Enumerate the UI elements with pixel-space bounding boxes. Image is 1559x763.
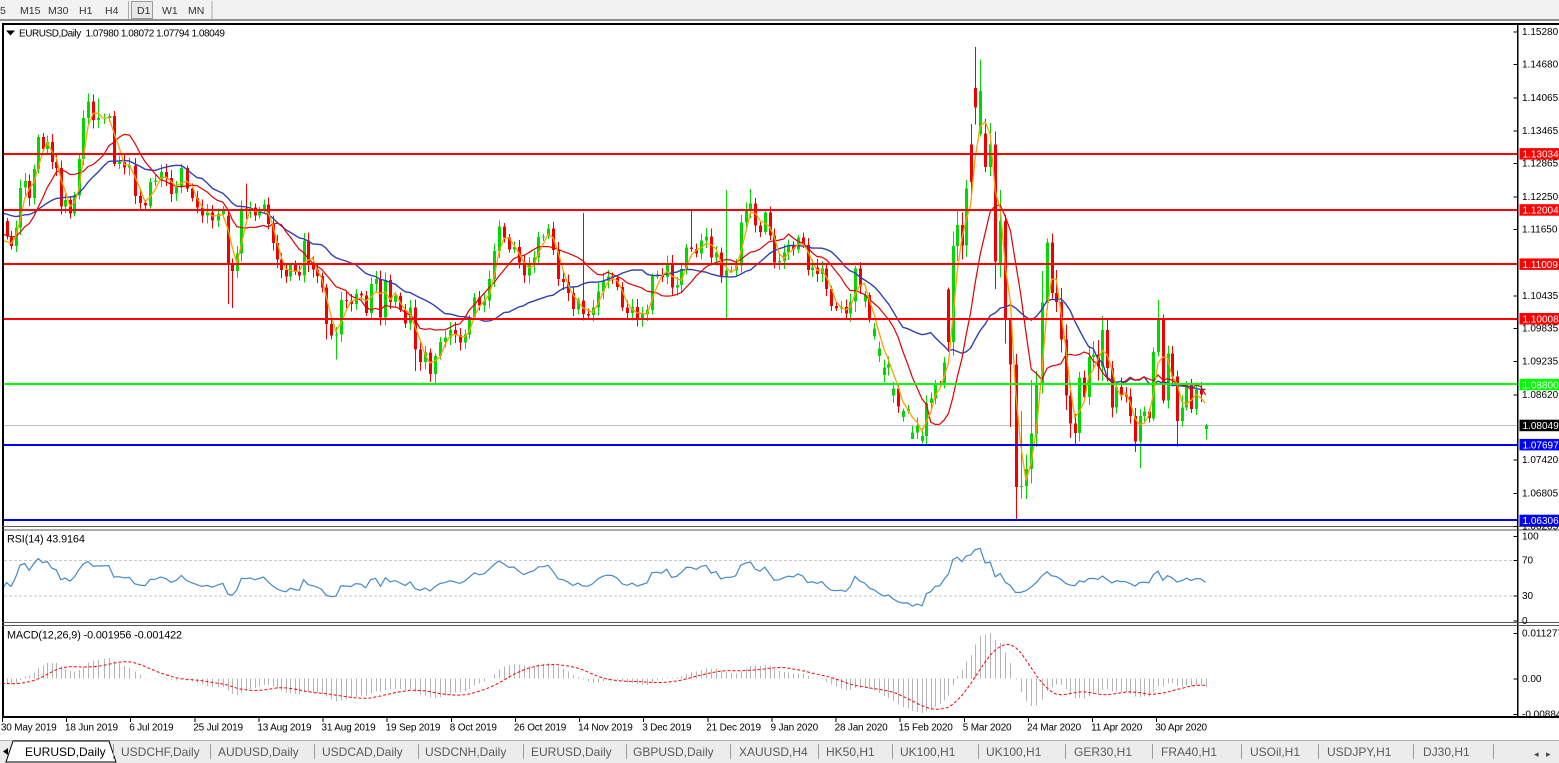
svg-text:UK100,H1: UK100,H1	[986, 745, 1042, 759]
svg-text:EURUSD,Daily 1.07980 1.08072: EURUSD,Daily 1.07980 1.08072 1.07794 1.0…	[19, 29, 225, 40]
svg-text:18 Jun 2019: 18 Jun 2019	[65, 723, 118, 734]
svg-text:11 Apr 2020: 11 Apr 2020	[1091, 723, 1143, 734]
svg-text:9 Jan 2020: 9 Jan 2020	[771, 723, 819, 734]
svg-text:19 Sep 2019: 19 Sep 2019	[386, 723, 441, 734]
svg-text:FRA40,H1: FRA40,H1	[1161, 745, 1217, 759]
svg-text:M15: M15	[20, 5, 41, 17]
svg-text:1.12865: 1.12865	[1522, 159, 1559, 170]
svg-text:30: 30	[1522, 591, 1534, 602]
svg-text:W1: W1	[162, 5, 178, 17]
svg-text:100: 100	[1522, 532, 1539, 543]
svg-text:◂: ◂	[1534, 749, 1539, 759]
svg-text:13 Aug 2019: 13 Aug 2019	[257, 723, 312, 734]
svg-text:1.06805: 1.06805	[1522, 489, 1559, 500]
svg-text:31 Aug 2019: 31 Aug 2019	[322, 723, 377, 734]
svg-text:UK100,H1: UK100,H1	[900, 745, 956, 759]
svg-text:24 Mar 2020: 24 Mar 2020	[1027, 723, 1082, 734]
svg-text:70: 70	[1522, 555, 1534, 566]
svg-text:1.13465: 1.13465	[1522, 126, 1559, 137]
svg-text:EURUSD,Daily: EURUSD,Daily	[531, 745, 612, 759]
svg-text:1.14065: 1.14065	[1522, 93, 1559, 104]
svg-text:1.06306: 1.06306	[1523, 516, 1559, 527]
svg-text:1.10435: 1.10435	[1522, 291, 1559, 302]
svg-text:30 May 2019: 30 May 2019	[1, 723, 57, 734]
svg-text:M30: M30	[48, 5, 69, 17]
svg-text:1.06205: 1.06205	[1522, 521, 1559, 532]
svg-text:GER30,H1: GER30,H1	[1074, 745, 1132, 759]
svg-text:1.09835: 1.09835	[1522, 324, 1559, 335]
svg-text:H1: H1	[79, 5, 93, 17]
svg-text:AUDUSD,Daily: AUDUSD,Daily	[218, 745, 299, 759]
svg-text:USDCNH,Daily: USDCNH,Daily	[425, 745, 506, 759]
svg-text:MACD(12,26,9) -0.001956 -0.001: MACD(12,26,9) -0.001956 -0.001422	[7, 630, 182, 642]
svg-text:1.08620: 1.08620	[1522, 390, 1559, 401]
svg-text:1.09235: 1.09235	[1522, 356, 1559, 367]
svg-text:RSI(14) 43.9164: RSI(14) 43.9164	[7, 534, 85, 546]
svg-text:1.07697: 1.07697	[1523, 440, 1559, 451]
svg-text:▸: ▸	[1546, 749, 1551, 759]
svg-text:15 Feb 2020: 15 Feb 2020	[899, 723, 954, 734]
svg-text:D1: D1	[137, 5, 151, 17]
svg-text:6 Jul 2019: 6 Jul 2019	[129, 723, 174, 734]
svg-text:28 Jan 2020: 28 Jan 2020	[835, 723, 888, 734]
svg-text:EURUSD,Daily: EURUSD,Daily	[25, 745, 106, 759]
svg-text:USDCHF,Daily: USDCHF,Daily	[121, 745, 200, 759]
svg-text:30 Apr 2020: 30 Apr 2020	[1155, 723, 1207, 734]
svg-text:1.10008: 1.10008	[1523, 315, 1559, 326]
svg-text:0.011277: 0.011277	[1522, 629, 1559, 640]
svg-text:DJ30,H1: DJ30,H1	[1423, 745, 1470, 759]
svg-text:USDJPY,H1: USDJPY,H1	[1327, 745, 1392, 759]
svg-text:1.12250: 1.12250	[1522, 192, 1559, 203]
svg-text:1.08049: 1.08049	[1523, 421, 1559, 432]
svg-text:USDCAD,Daily: USDCAD,Daily	[322, 745, 403, 759]
svg-text:3 Dec 2019: 3 Dec 2019	[642, 723, 692, 734]
svg-text:21 Dec 2019: 21 Dec 2019	[706, 723, 761, 734]
svg-text:USOil,H1: USOil,H1	[1250, 745, 1300, 759]
svg-text:1.11009: 1.11009	[1523, 260, 1559, 271]
svg-text:14 Nov 2019: 14 Nov 2019	[578, 723, 633, 734]
svg-text:MN: MN	[188, 5, 204, 17]
svg-text:1.11650: 1.11650	[1522, 225, 1558, 236]
svg-text:XAUUSD,H4: XAUUSD,H4	[739, 745, 808, 759]
svg-text:8 Oct 2019: 8 Oct 2019	[450, 723, 498, 734]
svg-text:GBPUSD,Daily: GBPUSD,Daily	[633, 745, 714, 759]
svg-text:1.08800: 1.08800	[1523, 380, 1559, 391]
svg-text:5 Mar 2020: 5 Mar 2020	[963, 723, 1012, 734]
svg-text:-0.00884: -0.00884	[1522, 709, 1559, 720]
svg-text:1.13034: 1.13034	[1523, 150, 1559, 161]
svg-text:HK50,H1: HK50,H1	[826, 745, 875, 759]
svg-text:26 Oct 2019: 26 Oct 2019	[514, 723, 567, 734]
svg-text:5: 5	[0, 5, 6, 17]
svg-text:1.14680: 1.14680	[1522, 60, 1559, 71]
svg-text:0.00: 0.00	[1522, 674, 1542, 685]
svg-text:0: 0	[1522, 616, 1528, 627]
svg-text:H4: H4	[105, 5, 119, 17]
svg-text:1.07420: 1.07420	[1522, 455, 1559, 466]
svg-text:25 Jul 2019: 25 Jul 2019	[193, 723, 243, 734]
svg-text:1.12004: 1.12004	[1523, 206, 1559, 217]
svg-text:1.15280: 1.15280	[1522, 27, 1559, 38]
